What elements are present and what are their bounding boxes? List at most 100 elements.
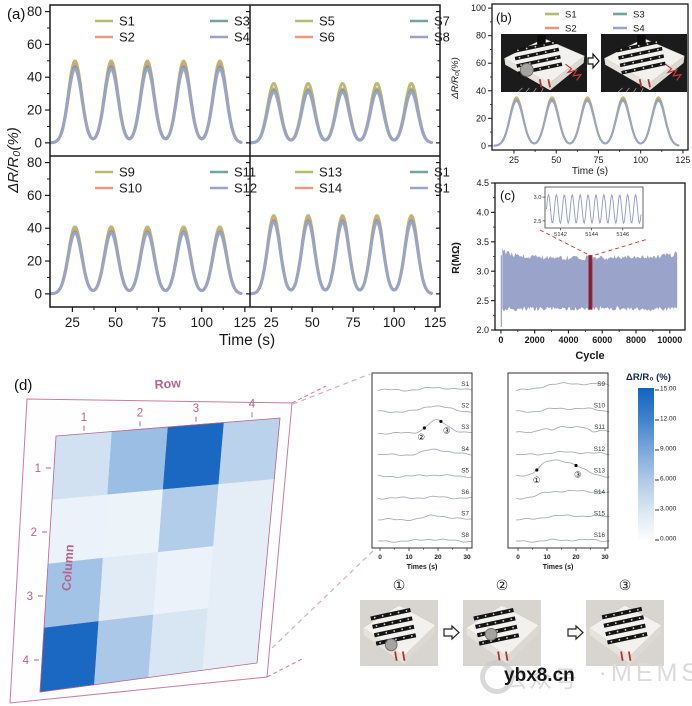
arrow-right-icon <box>443 624 460 641</box>
event-marker-dot <box>535 468 539 472</box>
photos-strip: ① ② ③ <box>360 577 664 666</box>
svg-text:3.0: 3.0 <box>533 195 541 201</box>
legend-label-S5: S5 <box>319 14 335 29</box>
trace-frame <box>371 372 473 549</box>
event-marker-dot <box>439 419 443 424</box>
trace-S14 <box>515 489 610 500</box>
legend-label-S11: S11 <box>234 165 256 180</box>
x-axis-label: Time (s) <box>219 332 275 349</box>
svg-text:40: 40 <box>27 221 42 236</box>
sensor-array <box>601 606 648 645</box>
event-marker-label: ③ <box>574 469 582 479</box>
heatmap-cell <box>153 546 214 616</box>
svg-text:60: 60 <box>27 188 42 203</box>
trace-S1 <box>377 386 472 392</box>
svg-text:10: 10 <box>543 554 551 561</box>
trace-label-S12: S12 <box>594 446 606 453</box>
heatmap-cell <box>94 614 154 686</box>
device-photo <box>463 600 541 666</box>
series-S4 <box>50 67 243 145</box>
svg-text:4.0: 4.0 <box>476 208 489 218</box>
panel-label-d: (d) <box>14 377 33 394</box>
trace-frame <box>507 372 609 549</box>
trace-S5 <box>377 474 472 478</box>
svg-text:0: 0 <box>34 135 42 150</box>
axes-frame <box>49 4 441 308</box>
trace-label-S16: S16 <box>594 532 606 539</box>
legend-label-S10: S10 <box>119 181 142 196</box>
watermark-site-text: ybx8.cn <box>504 665 575 686</box>
legend-label-S6: S6 <box>319 30 335 45</box>
svg-text:10000: 10000 <box>657 335 682 345</box>
svg-text:50: 50 <box>108 315 123 330</box>
legend-label-S15: S15 <box>434 165 450 180</box>
legend-label-S13: S13 <box>319 165 342 180</box>
trace-x-label: Times (s) <box>407 564 438 571</box>
svg-text:0: 0 <box>34 286 42 301</box>
svg-text:80: 80 <box>27 155 42 170</box>
watermark-brand-text: MEMS <box>611 659 692 687</box>
panel-d-traces-right: S9 S10 S11 S12 S13 S14 S15 S16 ① ③ 0 10 20 30 Times (s… <box>507 372 610 571</box>
svg-text:100: 100 <box>633 155 648 165</box>
svg-text:20: 20 <box>27 103 42 118</box>
svg-text:60: 60 <box>476 58 486 68</box>
svg-text:20: 20 <box>434 554 442 561</box>
event-marker-label: ② <box>417 432 425 442</box>
series-b-S4 <box>493 100 680 147</box>
sensor-array <box>513 40 563 76</box>
svg-text:0: 0 <box>378 554 382 561</box>
series-S12 <box>50 231 243 296</box>
heatmap-border <box>39 417 281 693</box>
legend-label-S4: S4 <box>633 23 645 34</box>
heatmap-cell <box>102 489 164 559</box>
heatmap-cell <box>207 540 269 609</box>
svg-text:1: 1 <box>81 412 87 424</box>
legend-label-S3: S3 <box>234 14 250 29</box>
svg-text:40: 40 <box>476 86 486 96</box>
colorbar-tick: 6.000 <box>654 475 677 483</box>
svg-text:3.5: 3.5 <box>476 237 489 247</box>
svg-text:3: 3 <box>27 591 33 603</box>
trace-label-S6: S6 <box>461 489 469 496</box>
svg-text:3: 3 <box>193 403 199 415</box>
svg-text:4000: 4000 <box>558 335 578 345</box>
colorbar-tick: 9.000 <box>654 445 677 453</box>
trace-label-S9: S9 <box>597 381 605 388</box>
colorbar-tick: 12.00 <box>654 415 677 423</box>
svg-text:2: 2 <box>31 527 37 539</box>
device-photo <box>601 34 687 93</box>
legend-label-S3: S3 <box>633 9 645 20</box>
colorbar: ΔR/R₀ (%) 15.00 12.00 9.000 6.000 3.000 … <box>626 372 692 562</box>
trace-S7 <box>378 514 472 522</box>
svg-text:2.0: 2.0 <box>476 325 489 335</box>
svg-text:20: 20 <box>572 554 580 561</box>
trace-S6 <box>377 495 472 500</box>
trace-S11 <box>515 426 610 433</box>
legend-label-S2: S2 <box>565 23 577 34</box>
series-S8 <box>250 90 433 145</box>
svg-text:2000: 2000 <box>525 335 545 345</box>
heatmap-cell <box>162 422 225 490</box>
weight-ball <box>484 627 498 641</box>
svg-text:0: 0 <box>516 554 520 561</box>
legend-label-S16: S16 <box>434 181 450 196</box>
panel-c-chart: 2.5 3.0 5142 5144 5146 2.0 2.5 3.0 3.5 4.0 4.5 0 200… <box>450 178 686 362</box>
trace-S13 <box>515 459 610 478</box>
svg-text:25: 25 <box>65 315 80 330</box>
svg-text:25: 25 <box>264 315 279 330</box>
svg-text:125: 125 <box>234 315 257 330</box>
svg-text:20: 20 <box>27 254 42 269</box>
photo-step-label-1: ① <box>393 577 406 593</box>
svg-text:1: 1 <box>35 463 41 475</box>
svg-text:0: 0 <box>481 141 486 151</box>
event-marker-dot <box>422 426 426 430</box>
trace-label-S13: S13 <box>594 467 606 474</box>
panel-label-b: (b) <box>496 10 512 25</box>
trace-S9 <box>515 382 610 391</box>
trace-label-S11: S11 <box>594 424 605 431</box>
photo-step-label-3: ③ <box>619 577 632 593</box>
svg-text:30: 30 <box>463 554 471 561</box>
svg-text:8000: 8000 <box>626 335 646 345</box>
